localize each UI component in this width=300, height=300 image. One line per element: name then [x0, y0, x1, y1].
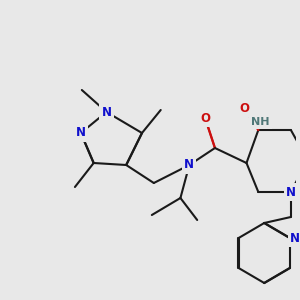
Text: N: N [76, 127, 86, 140]
Text: N: N [286, 185, 296, 199]
Text: N: N [290, 232, 300, 244]
Text: NH: NH [251, 117, 269, 127]
Text: N: N [101, 106, 112, 118]
Text: O: O [200, 112, 210, 124]
Text: O: O [239, 101, 250, 115]
Text: N: N [184, 158, 194, 172]
